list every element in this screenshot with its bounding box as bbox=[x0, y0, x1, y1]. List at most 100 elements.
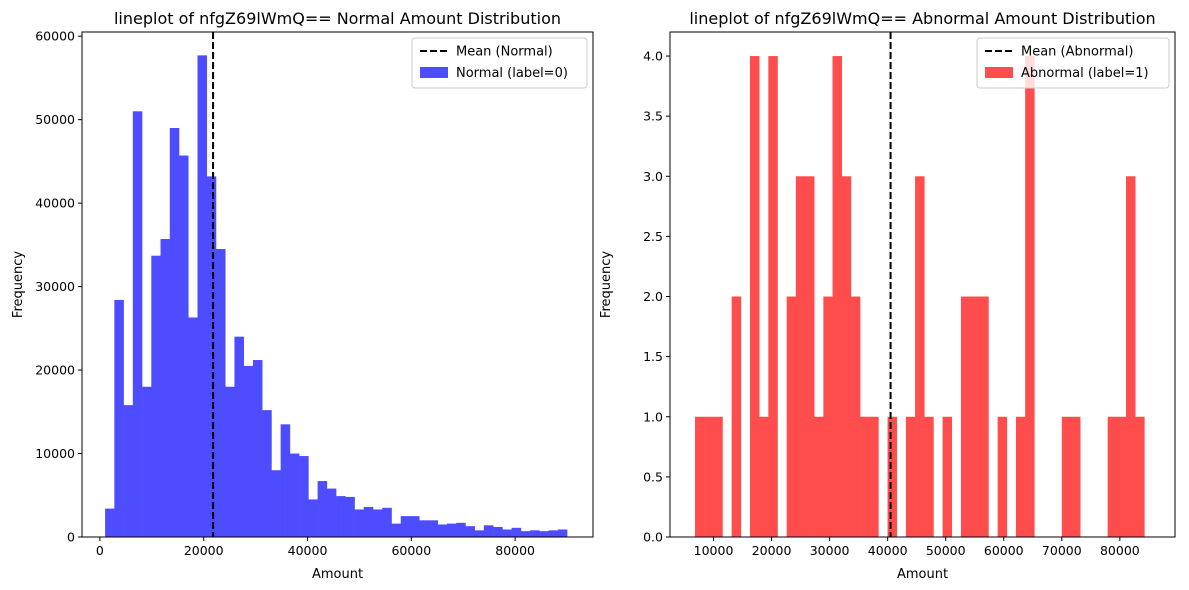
histogram-bar bbox=[823, 296, 833, 537]
histogram-bar bbox=[704, 416, 714, 537]
histogram-bar bbox=[188, 317, 198, 537]
x-tick-label: 10000 bbox=[694, 543, 734, 558]
histogram-bar bbox=[456, 522, 466, 537]
histogram-bar bbox=[446, 523, 457, 537]
y-tick-label: 1.0 bbox=[643, 409, 663, 424]
legend-bar-label: Abnormal (label=1) bbox=[1021, 66, 1149, 81]
normal-amount-histogram: 0 20000 40000 60000 80000 0 10000 20000 30000 400… bbox=[11, 9, 594, 582]
histogram-bar bbox=[169, 127, 180, 538]
legend-bar-swatch bbox=[985, 67, 1013, 78]
axes-frame bbox=[669, 31, 1176, 538]
histogram-bar bbox=[713, 416, 723, 537]
histogram-bar bbox=[731, 296, 742, 537]
histogram-bar bbox=[832, 56, 842, 538]
histogram-bar bbox=[151, 255, 161, 537]
histogram-bar bbox=[382, 507, 392, 537]
histogram-bar bbox=[179, 155, 189, 538]
histogram-bar bbox=[749, 56, 760, 538]
x-tick-label: 80000 bbox=[1100, 543, 1140, 558]
histogram-bar bbox=[243, 365, 254, 537]
histogram-bar bbox=[979, 296, 989, 537]
x-tick-label: 40000 bbox=[288, 543, 328, 558]
histogram-bar bbox=[474, 530, 485, 537]
histogram-bar bbox=[215, 249, 226, 537]
histogram-bar bbox=[326, 488, 337, 537]
histogram-bar bbox=[289, 453, 300, 537]
y-tick-label: 4.0 bbox=[643, 49, 663, 64]
histogram-bar bbox=[114, 299, 124, 537]
chart-title: lineplot of nfgZ69lWmQ== Normal Amount D… bbox=[114, 9, 561, 28]
legend-mean-label: Mean (Normal) bbox=[456, 45, 553, 60]
histogram-bar bbox=[502, 529, 512, 537]
histogram-bar bbox=[262, 410, 272, 537]
histogram-bar bbox=[428, 520, 438, 537]
y-tick-label: 1.5 bbox=[643, 349, 663, 364]
histogram-bar bbox=[142, 386, 152, 537]
histogram-bar bbox=[197, 55, 208, 538]
histogram-bar bbox=[1015, 416, 1026, 537]
histogram-bar bbox=[419, 520, 429, 537]
y-tick-label: 0 bbox=[67, 530, 75, 545]
y-tick-label: 40000 bbox=[35, 196, 75, 211]
histogram-bar bbox=[997, 416, 1008, 537]
histogram-bar bbox=[924, 416, 934, 537]
histogram-bar bbox=[409, 516, 420, 537]
histogram-bar bbox=[234, 336, 244, 537]
histogram-bar bbox=[520, 531, 531, 537]
x-axis-label: Amount bbox=[312, 567, 363, 582]
histogram-bar bbox=[795, 176, 806, 538]
histogram-bar bbox=[123, 405, 134, 537]
abnormal-amount-histogram: 10000 20000 30000 40000 50000 60000 70000 80000… bbox=[599, 9, 1176, 582]
histogram-bar bbox=[308, 499, 318, 537]
axes-frame bbox=[81, 31, 594, 538]
x-tick-label: 70000 bbox=[1042, 543, 1082, 558]
legend: Mean (Abnormal) Abnormal (label=1) bbox=[976, 37, 1170, 89]
x-tick-label: 20000 bbox=[184, 543, 224, 558]
histogram-bar bbox=[336, 496, 346, 537]
histogram-bar bbox=[354, 509, 365, 537]
histogram-bar bbox=[363, 506, 374, 537]
histogram-bar bbox=[887, 416, 898, 537]
histogram-bar bbox=[1126, 176, 1136, 538]
histogram-bar bbox=[548, 530, 559, 537]
x-tick-label: 50000 bbox=[926, 543, 966, 558]
y-tick-label: 10000 bbox=[35, 446, 75, 461]
histogram-bar bbox=[530, 530, 540, 537]
histogram-bar bbox=[400, 516, 411, 537]
histogram-bar bbox=[493, 526, 503, 537]
histogram-bar bbox=[225, 386, 235, 537]
histogram-bar bbox=[345, 496, 355, 537]
histogram-bars bbox=[105, 55, 568, 538]
histogram-bar bbox=[768, 56, 778, 538]
y-tick-label: 2.0 bbox=[643, 289, 663, 304]
histogram-bar bbox=[759, 416, 769, 537]
legend-box bbox=[411, 37, 588, 89]
y-axis-label: Frequency bbox=[11, 251, 26, 318]
histogram-bar bbox=[271, 470, 281, 537]
histogram-bar bbox=[869, 416, 879, 537]
x-tick-label: 80000 bbox=[495, 543, 535, 558]
x-tick-label: 60000 bbox=[984, 543, 1024, 558]
y-tick-label: 2.5 bbox=[643, 229, 663, 244]
y-tick-label: 30000 bbox=[35, 279, 75, 294]
y-tick-label: 20000 bbox=[35, 363, 75, 378]
histogram-bar bbox=[1061, 416, 1072, 537]
histogram-bar bbox=[483, 525, 494, 537]
histogram-bar bbox=[511, 527, 522, 537]
histogram-bar bbox=[905, 416, 916, 537]
histogram-bar bbox=[280, 424, 291, 537]
histogram-bar bbox=[1025, 56, 1035, 538]
x-tick-label: 60000 bbox=[391, 543, 431, 558]
x-axis-label: Amount bbox=[897, 567, 948, 582]
histogram-bar bbox=[465, 526, 475, 537]
histogram-bar bbox=[850, 296, 861, 537]
histogram-bar bbox=[252, 360, 263, 537]
histogram-bar bbox=[805, 176, 815, 538]
y-tick-label: 0.5 bbox=[643, 469, 663, 484]
histogram-bar bbox=[317, 481, 328, 537]
histogram-bar bbox=[299, 456, 309, 537]
histogram-bar bbox=[132, 111, 143, 538]
histogram-bar bbox=[206, 176, 217, 537]
histogram-bar bbox=[970, 296, 980, 537]
